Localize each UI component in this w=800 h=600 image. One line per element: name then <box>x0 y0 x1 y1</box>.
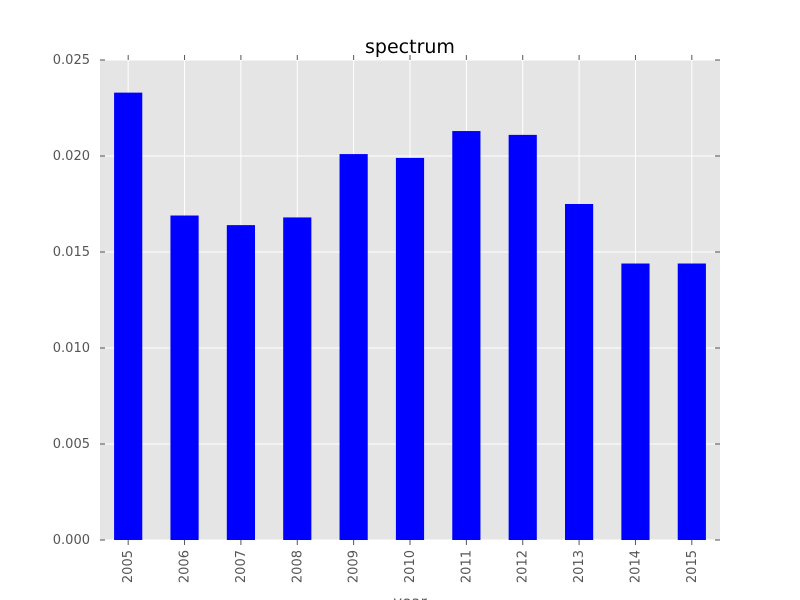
bar-2014 <box>621 263 650 540</box>
bar-2015 <box>677 263 706 540</box>
x-tick-label: 2006 <box>178 550 193 583</box>
bars <box>114 92 706 541</box>
x-tick-label: 2015 <box>685 550 700 583</box>
y-tick-label: 0.020 <box>53 149 90 164</box>
bar-2013 <box>565 204 594 540</box>
bar-2010 <box>395 157 425 541</box>
y-axis: 0.000 0.005 0.010 0.015 0.020 0.025 <box>53 53 720 548</box>
x-axis-label: year <box>393 593 427 600</box>
bar-2012 <box>508 134 537 540</box>
y-tick-label: 0.000 <box>53 533 90 548</box>
x-tick-label: 2011 <box>459 550 474 583</box>
y-tick-label: 0.015 <box>53 245 90 260</box>
x-tick-label: 2010 <box>403 550 418 583</box>
bar-2011 <box>452 131 481 541</box>
x-tick-label: 2008 <box>290 550 305 583</box>
x-axis: 2005 2006 2007 2008 2009 2010 2011 2012 2013 2014… <box>121 55 700 583</box>
y-tick-label: 0.005 <box>53 437 90 452</box>
x-tick-label: 2014 <box>628 550 643 583</box>
bar-2008 <box>283 217 312 540</box>
bar-2005 <box>114 92 143 540</box>
y-tick-label: 0.025 <box>53 53 90 68</box>
bar-2007 <box>226 225 255 540</box>
y-tick-label: 0.010 <box>53 341 90 356</box>
x-tick-label: 2005 <box>121 550 136 583</box>
x-tick-label: 2009 <box>347 550 362 583</box>
x-tick-label: 2007 <box>234 550 249 583</box>
chart-title: spectrum <box>365 36 455 58</box>
bar-2009 <box>339 154 368 540</box>
x-tick-label: 2012 <box>516 550 531 583</box>
bar-2006 <box>170 215 199 540</box>
x-tick-label: 2013 <box>572 550 587 583</box>
